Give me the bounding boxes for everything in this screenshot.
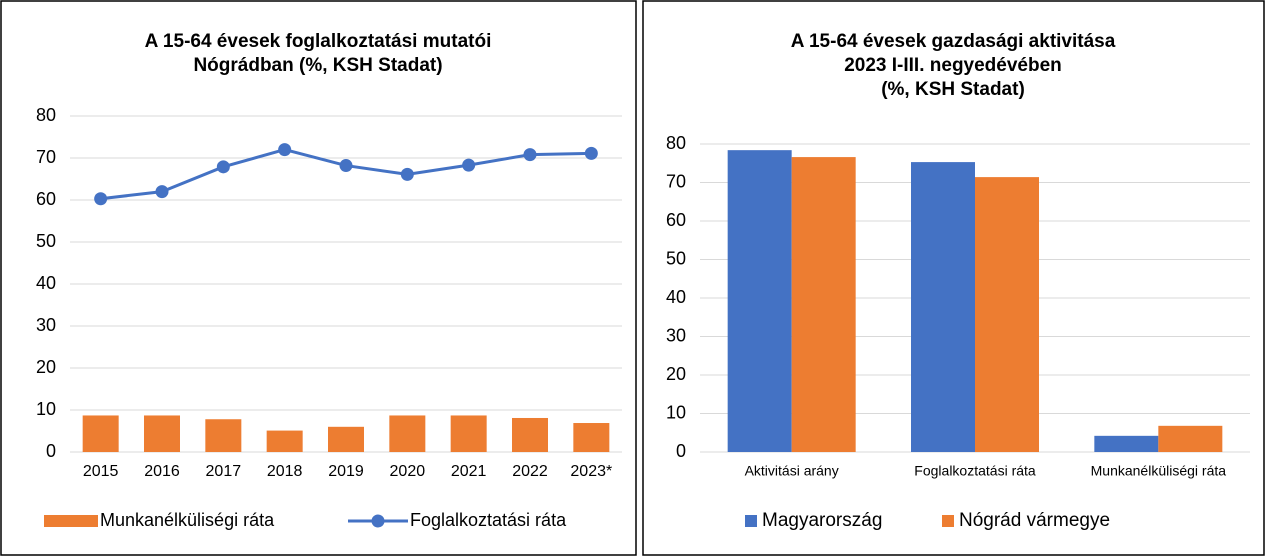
x-tick-label: Aktivitási arány (745, 463, 839, 479)
marker (339, 159, 353, 173)
y-tick-label: 20 (666, 364, 686, 384)
y-tick-label: 40 (666, 287, 686, 307)
marker (584, 146, 598, 160)
x-tick-label: 2020 (390, 463, 426, 480)
bar (389, 415, 426, 452)
marker (278, 143, 292, 157)
y-tick-label: 50 (666, 248, 686, 268)
legend-label: Nógrád vármegye (959, 510, 1110, 531)
x-tick-label: Munkanélküliségi ráta (1091, 463, 1227, 479)
y-tick-label: 0 (46, 441, 56, 461)
x-tick-label: 2023* (570, 463, 612, 480)
bar (82, 415, 119, 452)
bar (1094, 435, 1159, 452)
legend-swatch (44, 515, 98, 527)
y-tick-label: 30 (36, 315, 56, 335)
x-tick-label: 2016 (144, 463, 180, 480)
y-tick-label: 60 (666, 210, 686, 230)
chart-title: Nógrádban (%, KSH Stadat) (193, 55, 442, 76)
y-tick-label: 40 (36, 273, 56, 293)
bar (144, 415, 180, 452)
bar (328, 426, 364, 452)
y-tick-label: 10 (36, 399, 56, 419)
y-tick-label: 30 (666, 325, 686, 345)
bar (450, 415, 487, 452)
marker (400, 167, 414, 181)
chart-title: 2023 I-III. negyedévében (844, 55, 1062, 76)
x-tick-label: 2021 (451, 463, 487, 480)
chart-title: (%, KSH Stadat) (881, 79, 1025, 100)
bar (266, 430, 303, 452)
y-tick-label: 80 (36, 105, 56, 125)
panel-left (0, 0, 637, 556)
chart-title: A 15-64 évesek foglalkoztatási mutatói (145, 31, 492, 52)
bar (1158, 425, 1223, 452)
bar (205, 419, 242, 452)
legend-label: Munkanélküliségi ráta (100, 510, 275, 530)
marker (216, 160, 230, 174)
y-tick-label: 20 (36, 357, 56, 377)
x-tick-label: 2019 (328, 463, 364, 480)
x-tick-label: Foglalkoztatási ráta (914, 463, 1036, 479)
chart-title: A 15-64 évesek gazdasági aktivitása (791, 31, 1116, 52)
y-tick-label: 70 (666, 171, 686, 191)
legend-label: Foglalkoztatási ráta (410, 510, 567, 530)
x-tick-label: 2022 (512, 463, 548, 480)
marker (523, 148, 537, 162)
y-tick-label: 80 (666, 133, 686, 153)
marker (94, 192, 108, 206)
bar (975, 177, 1039, 453)
marker (155, 185, 169, 199)
y-tick-label: 0 (676, 441, 686, 461)
legend-swatch (745, 515, 757, 527)
y-tick-label: 70 (36, 147, 56, 167)
x-tick-label: 2018 (267, 463, 303, 480)
bar (727, 150, 792, 452)
marker (462, 158, 476, 172)
y-tick-label: 10 (666, 402, 686, 422)
bar (911, 162, 975, 452)
legend-swatch (942, 515, 954, 527)
x-tick-label: 2017 (206, 463, 242, 480)
legend-swatch (371, 514, 385, 528)
bar (791, 157, 856, 452)
bar (573, 423, 610, 452)
legend-label: Magyarország (762, 510, 882, 531)
y-tick-label: 60 (36, 189, 56, 209)
bar (512, 417, 548, 452)
x-tick-label: 2015 (83, 463, 119, 480)
y-tick-label: 50 (36, 231, 56, 251)
